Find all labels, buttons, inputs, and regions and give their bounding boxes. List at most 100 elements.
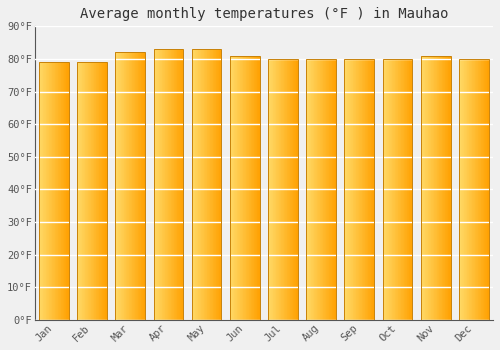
- Bar: [244, 56, 245, 320]
- Bar: [174, 49, 175, 320]
- Bar: [54, 62, 56, 320]
- Bar: [106, 62, 107, 320]
- Bar: [67, 62, 68, 320]
- Bar: [480, 59, 482, 320]
- Bar: [62, 62, 63, 320]
- Bar: [442, 56, 443, 320]
- Bar: [211, 49, 212, 320]
- Bar: [53, 62, 54, 320]
- Bar: [248, 56, 250, 320]
- Bar: [277, 59, 278, 320]
- Bar: [357, 59, 358, 320]
- Bar: [432, 56, 433, 320]
- Bar: [255, 56, 256, 320]
- Bar: [402, 59, 403, 320]
- Bar: [424, 56, 426, 320]
- Bar: [48, 62, 50, 320]
- Bar: [446, 56, 447, 320]
- Bar: [345, 59, 346, 320]
- Bar: [470, 59, 471, 320]
- Bar: [202, 49, 203, 320]
- Bar: [421, 56, 422, 320]
- Bar: [57, 62, 58, 320]
- Bar: [80, 62, 81, 320]
- Bar: [459, 59, 489, 320]
- Bar: [59, 62, 60, 320]
- Bar: [154, 49, 184, 320]
- Bar: [176, 49, 178, 320]
- Bar: [256, 56, 258, 320]
- Bar: [350, 59, 351, 320]
- Bar: [133, 52, 134, 320]
- Bar: [98, 62, 100, 320]
- Bar: [384, 59, 385, 320]
- Bar: [387, 59, 388, 320]
- Bar: [411, 59, 412, 320]
- Bar: [465, 59, 466, 320]
- Bar: [160, 49, 161, 320]
- Bar: [206, 49, 208, 320]
- Bar: [370, 59, 372, 320]
- Bar: [246, 56, 247, 320]
- Bar: [251, 56, 252, 320]
- Bar: [428, 56, 429, 320]
- Bar: [169, 49, 170, 320]
- Bar: [403, 59, 404, 320]
- Bar: [173, 49, 174, 320]
- Bar: [170, 49, 172, 320]
- Bar: [349, 59, 350, 320]
- Bar: [315, 59, 316, 320]
- Bar: [397, 59, 398, 320]
- Bar: [295, 59, 296, 320]
- Bar: [199, 49, 200, 320]
- Bar: [443, 56, 444, 320]
- Bar: [406, 59, 408, 320]
- Bar: [476, 59, 477, 320]
- Bar: [271, 59, 272, 320]
- Bar: [316, 59, 318, 320]
- Bar: [44, 62, 45, 320]
- Bar: [192, 49, 193, 320]
- Bar: [164, 49, 166, 320]
- Bar: [282, 59, 283, 320]
- Bar: [274, 59, 275, 320]
- Bar: [484, 59, 485, 320]
- Bar: [104, 62, 106, 320]
- Bar: [325, 59, 326, 320]
- Bar: [236, 56, 238, 320]
- Bar: [426, 56, 427, 320]
- Bar: [448, 56, 449, 320]
- Bar: [230, 56, 260, 320]
- Bar: [90, 62, 92, 320]
- Bar: [97, 62, 98, 320]
- Bar: [245, 56, 246, 320]
- Bar: [360, 59, 361, 320]
- Bar: [144, 52, 145, 320]
- Bar: [252, 56, 253, 320]
- Bar: [64, 62, 65, 320]
- Bar: [468, 59, 469, 320]
- Bar: [66, 62, 67, 320]
- Bar: [464, 59, 465, 320]
- Bar: [142, 52, 143, 320]
- Bar: [367, 59, 368, 320]
- Bar: [247, 56, 248, 320]
- Bar: [479, 59, 480, 320]
- Bar: [441, 56, 442, 320]
- Bar: [218, 49, 220, 320]
- Bar: [399, 59, 400, 320]
- Bar: [87, 62, 88, 320]
- Bar: [50, 62, 51, 320]
- Bar: [369, 59, 370, 320]
- Bar: [162, 49, 163, 320]
- Bar: [355, 59, 356, 320]
- Bar: [363, 59, 364, 320]
- Bar: [40, 62, 41, 320]
- Bar: [421, 56, 450, 320]
- Bar: [45, 62, 46, 320]
- Title: Average monthly temperatures (°F ) in Mauhao: Average monthly temperatures (°F ) in Ma…: [80, 7, 448, 21]
- Bar: [140, 52, 141, 320]
- Bar: [284, 59, 285, 320]
- Bar: [77, 62, 78, 320]
- Bar: [320, 59, 321, 320]
